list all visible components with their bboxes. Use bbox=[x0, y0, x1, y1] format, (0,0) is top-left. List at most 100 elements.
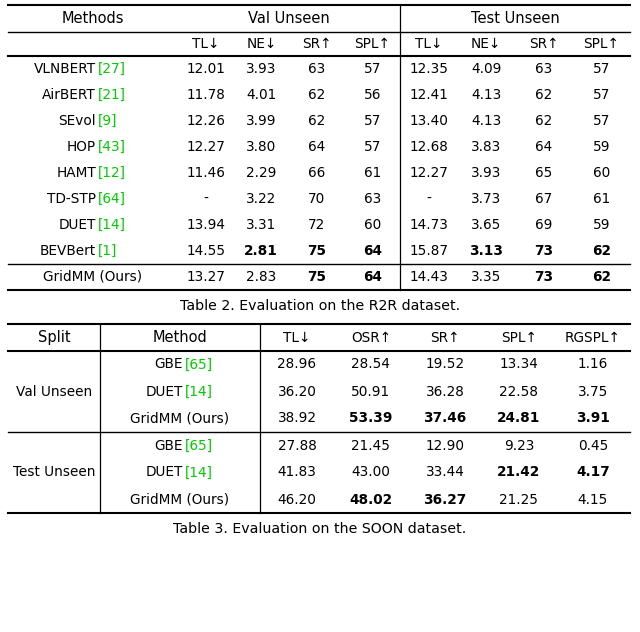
Text: SPL↑: SPL↑ bbox=[501, 331, 537, 344]
Text: 28.54: 28.54 bbox=[351, 358, 390, 372]
Text: HOP: HOP bbox=[67, 140, 96, 154]
Text: 62: 62 bbox=[535, 114, 552, 128]
Text: 75: 75 bbox=[307, 270, 326, 284]
Text: 57: 57 bbox=[364, 140, 381, 154]
Text: TL↓: TL↓ bbox=[192, 37, 220, 51]
Text: 46.20: 46.20 bbox=[278, 492, 316, 506]
Text: [65]: [65] bbox=[185, 358, 213, 372]
Text: 70: 70 bbox=[308, 192, 325, 206]
Text: SEvol: SEvol bbox=[58, 114, 96, 128]
Text: HAMT: HAMT bbox=[56, 166, 96, 180]
Text: SR↑: SR↑ bbox=[529, 37, 559, 51]
Text: 3.22: 3.22 bbox=[246, 192, 276, 206]
Text: 4.09: 4.09 bbox=[471, 62, 501, 76]
Text: [12]: [12] bbox=[98, 166, 126, 180]
Text: 12.35: 12.35 bbox=[409, 62, 448, 76]
Text: 21.25: 21.25 bbox=[499, 492, 538, 506]
Text: Method: Method bbox=[152, 330, 207, 345]
Text: 3.93: 3.93 bbox=[471, 166, 501, 180]
Text: 4.13: 4.13 bbox=[471, 88, 501, 102]
Text: 13.94: 13.94 bbox=[186, 218, 225, 232]
Text: GBE: GBE bbox=[154, 439, 183, 453]
Text: 0.45: 0.45 bbox=[578, 439, 608, 453]
Text: 3.31: 3.31 bbox=[246, 218, 276, 232]
Text: 12.26: 12.26 bbox=[186, 114, 225, 128]
Text: 48.02: 48.02 bbox=[349, 492, 392, 506]
Text: 21.42: 21.42 bbox=[497, 466, 541, 480]
Text: 22.58: 22.58 bbox=[499, 384, 538, 399]
Text: 2.83: 2.83 bbox=[246, 270, 276, 284]
Text: 13.27: 13.27 bbox=[186, 270, 225, 284]
Text: SR↑: SR↑ bbox=[302, 37, 332, 51]
Text: 64: 64 bbox=[363, 270, 381, 284]
Text: 57: 57 bbox=[364, 62, 381, 76]
Text: 4.01: 4.01 bbox=[246, 88, 276, 102]
Text: DUET: DUET bbox=[146, 384, 183, 399]
Text: 24.81: 24.81 bbox=[497, 411, 541, 425]
Text: 57: 57 bbox=[364, 114, 381, 128]
Text: [14]: [14] bbox=[185, 384, 213, 399]
Text: 62: 62 bbox=[592, 270, 611, 284]
Text: 11.46: 11.46 bbox=[186, 166, 225, 180]
Text: SPL↑: SPL↑ bbox=[355, 37, 390, 51]
Text: [27]: [27] bbox=[98, 62, 126, 76]
Text: 72: 72 bbox=[308, 218, 325, 232]
Text: 67: 67 bbox=[535, 192, 552, 206]
Text: 3.35: 3.35 bbox=[471, 270, 501, 284]
Text: 12.68: 12.68 bbox=[410, 140, 448, 154]
Text: 64: 64 bbox=[535, 140, 552, 154]
Text: [14]: [14] bbox=[98, 218, 126, 232]
Text: 3.75: 3.75 bbox=[578, 384, 608, 399]
Text: 37.46: 37.46 bbox=[424, 411, 467, 425]
Text: [1]: [1] bbox=[98, 244, 117, 258]
Text: 63: 63 bbox=[535, 62, 552, 76]
Text: 4.17: 4.17 bbox=[576, 466, 610, 480]
Text: 33.44: 33.44 bbox=[426, 466, 465, 480]
Text: 56: 56 bbox=[364, 88, 381, 102]
Text: 63: 63 bbox=[364, 192, 381, 206]
Text: 2.81: 2.81 bbox=[244, 244, 278, 258]
Text: 69: 69 bbox=[535, 218, 552, 232]
Text: 62: 62 bbox=[308, 114, 325, 128]
Text: 61: 61 bbox=[364, 166, 381, 180]
Text: 3.65: 3.65 bbox=[471, 218, 501, 232]
Text: 14.55: 14.55 bbox=[186, 244, 225, 258]
Text: 65: 65 bbox=[535, 166, 552, 180]
Text: 36.28: 36.28 bbox=[426, 384, 465, 399]
Text: 12.90: 12.90 bbox=[426, 439, 465, 453]
Text: 3.99: 3.99 bbox=[246, 114, 276, 128]
Text: OSR↑: OSR↑ bbox=[351, 331, 391, 344]
Text: 75: 75 bbox=[307, 244, 326, 258]
Text: 64: 64 bbox=[308, 140, 325, 154]
Text: 11.78: 11.78 bbox=[186, 88, 225, 102]
Text: 38.92: 38.92 bbox=[278, 411, 317, 425]
Text: AirBERT: AirBERT bbox=[42, 88, 96, 102]
Text: TL↓: TL↓ bbox=[415, 37, 442, 51]
Text: 57: 57 bbox=[593, 88, 610, 102]
Text: 12.01: 12.01 bbox=[186, 62, 225, 76]
Text: 73: 73 bbox=[534, 270, 554, 284]
Text: 64: 64 bbox=[363, 244, 381, 258]
Text: 50.91: 50.91 bbox=[351, 384, 390, 399]
Text: Test Unseen: Test Unseen bbox=[13, 466, 95, 480]
Text: 28.96: 28.96 bbox=[278, 358, 317, 372]
Text: 61: 61 bbox=[593, 192, 610, 206]
Text: SR↑: SR↑ bbox=[430, 331, 460, 344]
Text: TL↓: TL↓ bbox=[284, 331, 310, 344]
Text: Methods: Methods bbox=[61, 11, 124, 26]
Text: RGSPL↑: RGSPL↑ bbox=[565, 331, 621, 344]
Text: 12.27: 12.27 bbox=[186, 140, 225, 154]
Text: 41.83: 41.83 bbox=[278, 466, 316, 480]
Text: TD-STP: TD-STP bbox=[47, 192, 96, 206]
Text: 1.16: 1.16 bbox=[578, 358, 608, 372]
Text: 36.27: 36.27 bbox=[424, 492, 467, 506]
Text: 59: 59 bbox=[593, 218, 610, 232]
Text: 27.88: 27.88 bbox=[278, 439, 316, 453]
Text: GridMM (Ours): GridMM (Ours) bbox=[131, 492, 230, 506]
Text: [9]: [9] bbox=[98, 114, 118, 128]
Text: 13.40: 13.40 bbox=[410, 114, 448, 128]
Text: 60: 60 bbox=[593, 166, 610, 180]
Text: BEVBert: BEVBert bbox=[40, 244, 96, 258]
Text: [43]: [43] bbox=[98, 140, 126, 154]
Text: 62: 62 bbox=[535, 88, 552, 102]
